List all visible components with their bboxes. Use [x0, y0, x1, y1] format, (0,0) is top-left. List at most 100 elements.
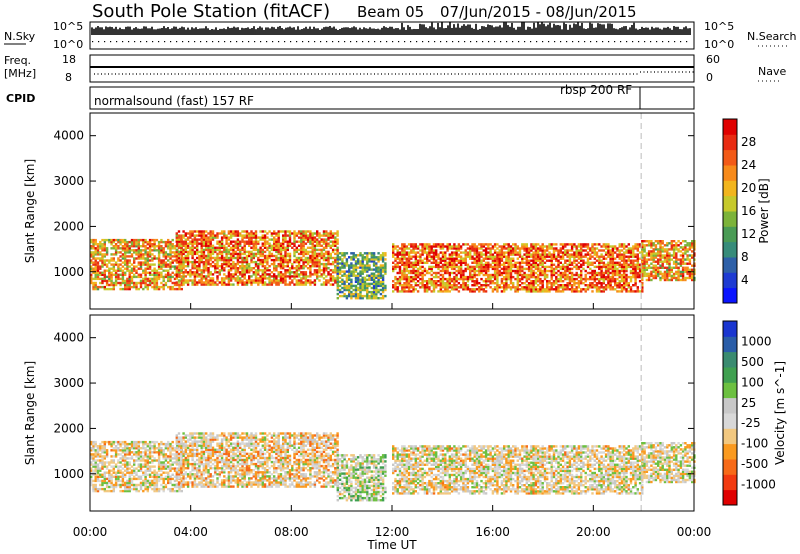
echo-cell — [446, 257, 449, 260]
echo-cell — [218, 271, 221, 274]
echo-cell — [480, 243, 483, 246]
echo-cell — [620, 249, 624, 252]
echo-cell — [657, 254, 660, 257]
echo-cell — [548, 247, 551, 250]
echo-cell — [496, 284, 499, 287]
echo-cell — [167, 279, 170, 283]
echo-cell — [153, 263, 156, 266]
echo-cell — [600, 267, 603, 271]
echo-cell — [92, 255, 95, 258]
echo-cell — [124, 240, 127, 244]
echo-cell — [401, 263, 404, 266]
echo-cell — [171, 275, 174, 279]
echo-cell — [232, 273, 235, 276]
echo-cell — [372, 262, 376, 265]
echo-cell — [509, 249, 513, 252]
echo-cell — [546, 265, 549, 269]
echo-cell — [173, 259, 177, 262]
echo-cell — [457, 255, 461, 258]
echo-cell — [407, 261, 411, 264]
echo-cell — [117, 269, 120, 272]
echo-cell — [475, 261, 479, 264]
echo-cell — [350, 266, 353, 269]
echo-cell — [162, 259, 165, 262]
echo-cell — [157, 255, 161, 258]
nsearch-mark — [122, 41, 124, 43]
echo-cell — [164, 281, 168, 285]
echo-cell — [507, 257, 510, 260]
echo-cell — [300, 277, 303, 280]
echo-cell — [620, 273, 624, 277]
echo-cell — [241, 262, 244, 266]
echo-cell — [541, 288, 544, 291]
echo-cell — [450, 247, 454, 250]
echo-cell — [229, 273, 233, 276]
echo-cell — [530, 290, 533, 293]
echo-cell — [509, 282, 513, 285]
echo-cell — [302, 281, 305, 284]
echo-cell — [336, 272, 339, 275]
echo-cell — [439, 259, 442, 262]
echo-cell — [403, 275, 406, 279]
echo-cell — [403, 290, 406, 293]
echo-cell — [313, 260, 317, 264]
echo-cell — [209, 262, 212, 266]
echo-cell — [114, 273, 118, 276]
echo-cell — [396, 286, 399, 289]
echo-cell — [241, 275, 244, 278]
echo-cell — [552, 282, 556, 285]
echo-cell — [586, 265, 590, 269]
echo-cell — [446, 282, 449, 285]
echo-cell — [263, 283, 267, 286]
echo-cell — [137, 267, 140, 270]
echo-cell — [645, 274, 649, 278]
echo-cell — [453, 263, 456, 266]
echo-cell — [128, 281, 131, 285]
echo-cell — [153, 267, 156, 270]
echo-cell — [105, 238, 109, 242]
echo-cell — [419, 271, 422, 275]
nsky-label: N.Sky — [4, 30, 36, 43]
echo-cell — [110, 253, 113, 256]
echo-cell — [464, 257, 467, 260]
echo-cell — [379, 284, 383, 288]
echo-cell — [177, 234, 181, 237]
echo-cell — [329, 232, 332, 235]
echo-cell — [171, 238, 174, 242]
echo-cell — [250, 246, 253, 249]
echo-cell — [532, 245, 535, 248]
echo-cell — [368, 266, 371, 269]
echo-cell — [232, 283, 235, 286]
echo-cell — [643, 254, 646, 257]
echo-cell — [591, 255, 594, 258]
echo-cell — [586, 257, 590, 260]
echo-cell — [595, 243, 599, 246]
echo-cell — [595, 282, 599, 285]
echo-cell — [99, 259, 102, 262]
echo-cell — [254, 252, 258, 256]
echo-cell — [130, 238, 134, 242]
echo-cell — [523, 282, 526, 285]
echo-cell — [193, 281, 197, 284]
echo-cell — [446, 288, 449, 291]
echo-cell — [480, 269, 483, 273]
echo-cell — [128, 283, 131, 287]
echo-cell — [666, 260, 669, 263]
echo-cell — [130, 253, 134, 256]
echo-cell — [291, 246, 294, 249]
echo-cell — [379, 258, 383, 261]
echo-cell — [232, 248, 235, 252]
echo-cell — [636, 245, 639, 248]
echo-cell — [448, 247, 451, 250]
echo-cell — [331, 250, 335, 254]
echo-cell — [139, 275, 143, 279]
echo-cell — [284, 240, 287, 243]
nsearch-mark — [158, 41, 160, 43]
echo-cell — [227, 238, 231, 241]
echo-cell — [288, 252, 292, 256]
echo-cell — [636, 290, 639, 293]
echo-cell — [295, 271, 298, 274]
echo-cell — [432, 265, 436, 269]
echo-cell — [186, 273, 190, 276]
echo-cell — [507, 265, 510, 269]
